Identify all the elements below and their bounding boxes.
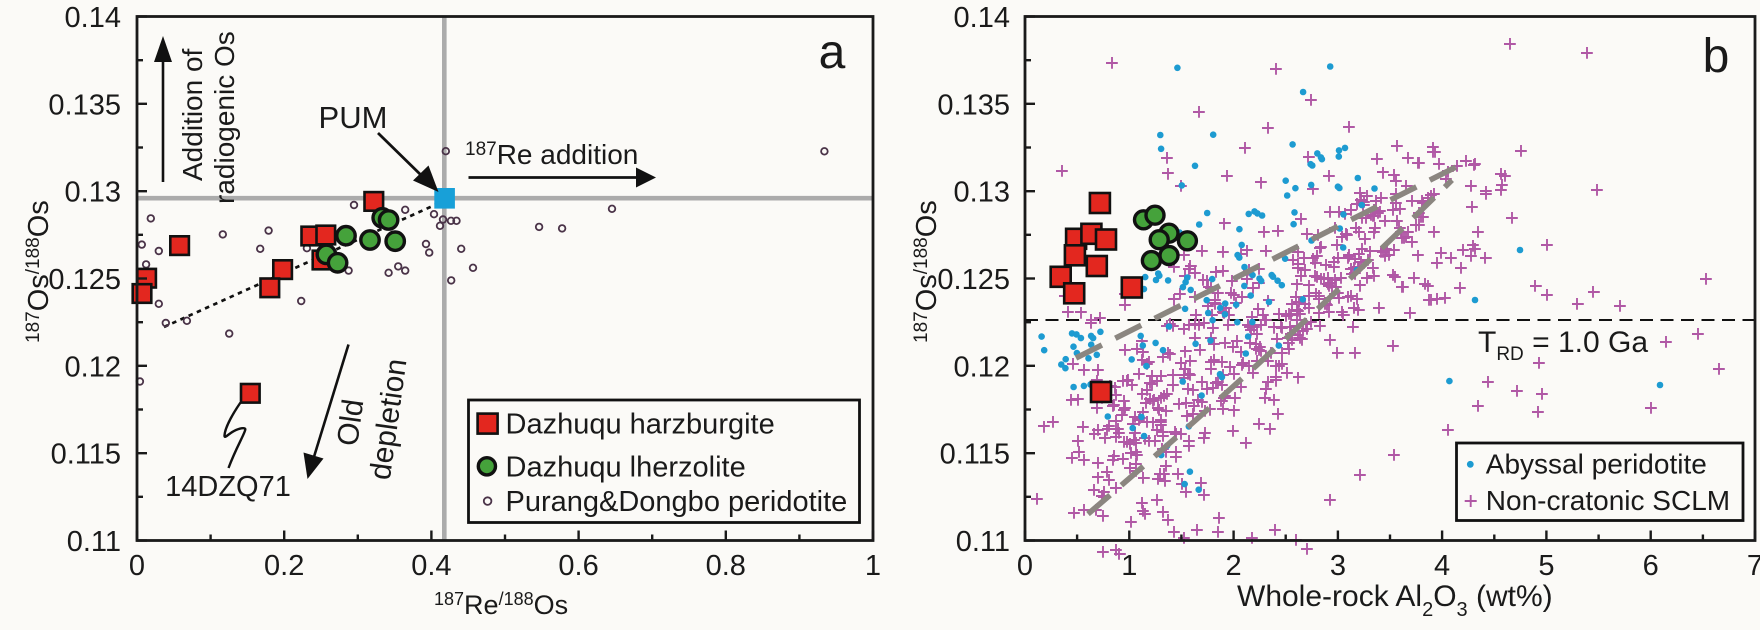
svg-text:0.135: 0.135 xyxy=(937,89,1010,121)
svg-text:Dazhuqu harzburgite: Dazhuqu harzburgite xyxy=(506,409,775,441)
svg-text:6: 6 xyxy=(1643,550,1659,582)
svg-text:Addition of: Addition of xyxy=(177,48,208,181)
svg-text:0.115: 0.115 xyxy=(51,439,121,471)
svg-text:0.11: 0.11 xyxy=(67,526,121,558)
svg-text:0.115: 0.115 xyxy=(940,439,1010,471)
svg-text:Non-cratonic SCLM: Non-cratonic SCLM xyxy=(1486,485,1730,516)
svg-text:1: 1 xyxy=(865,550,881,582)
svg-text:2: 2 xyxy=(1226,550,1242,582)
svg-text:187Os/188Os: 187Os/188Os xyxy=(911,200,943,343)
svg-text:0.125: 0.125 xyxy=(48,264,121,296)
svg-text:depletion: depletion xyxy=(364,357,414,482)
svg-text:0: 0 xyxy=(1017,550,1033,582)
svg-text:b: b xyxy=(1703,30,1730,83)
svg-text:radiogenic Os: radiogenic Os xyxy=(209,31,240,204)
svg-text:0.6: 0.6 xyxy=(558,550,598,582)
svg-text:Whole-rock Al2O3 (wt%): Whole-rock Al2O3 (wt%) xyxy=(1237,580,1553,621)
svg-text:187Re addition: 187Re addition xyxy=(465,139,638,170)
svg-text:0.12: 0.12 xyxy=(65,351,121,383)
svg-text:0.14: 0.14 xyxy=(65,2,121,34)
svg-text:0.8: 0.8 xyxy=(706,550,746,582)
svg-text:0.11: 0.11 xyxy=(956,526,1010,558)
svg-text:1: 1 xyxy=(1121,550,1137,582)
svg-text:Dazhuqu lherzolite: Dazhuqu lherzolite xyxy=(506,451,746,483)
svg-text:0.125: 0.125 xyxy=(937,264,1010,296)
svg-text:a: a xyxy=(819,26,846,79)
svg-text:Purang&Dongbo peridotite: Purang&Dongbo peridotite xyxy=(506,486,848,518)
svg-text:187Os/188Os: 187Os/188Os xyxy=(23,200,55,343)
svg-text:0.12: 0.12 xyxy=(954,351,1010,383)
svg-text:14DZQ71: 14DZQ71 xyxy=(165,471,291,503)
svg-text:187Re/188Os: 187Re/188Os xyxy=(434,589,568,620)
svg-text:0.2: 0.2 xyxy=(264,550,304,582)
svg-text:0.13: 0.13 xyxy=(954,177,1010,209)
svg-text:0.14: 0.14 xyxy=(954,2,1010,34)
svg-text:4: 4 xyxy=(1434,550,1450,582)
svg-text:0.135: 0.135 xyxy=(48,89,121,121)
svg-text:PUM: PUM xyxy=(319,100,388,135)
svg-text:Abyssal peridotite: Abyssal peridotite xyxy=(1486,449,1707,480)
svg-text:0.13: 0.13 xyxy=(65,177,121,209)
svg-text:0.4: 0.4 xyxy=(411,550,451,582)
svg-text:0: 0 xyxy=(129,550,145,582)
svg-text:Old: Old xyxy=(331,397,370,448)
svg-text:TRD = 1.0 Ga: TRD = 1.0 Ga xyxy=(1478,326,1648,365)
svg-text:7: 7 xyxy=(1747,550,1760,582)
svg-text:5: 5 xyxy=(1538,550,1554,582)
svg-text:3: 3 xyxy=(1330,550,1346,582)
